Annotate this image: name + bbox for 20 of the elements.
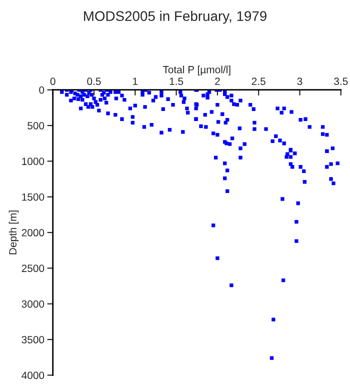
y-tick-label: 1500 [22, 193, 44, 201]
x-tick-label: 2 [215, 78, 220, 85]
chart-title: MODS2005 in February, 1979 [84, 10, 266, 24]
y-tick-label: 2500 [22, 264, 44, 272]
x-tick-label: 1.5 [170, 78, 184, 86]
y-tick-label: 4000 [22, 372, 44, 380]
x-tick-label: 0.5 [87, 78, 101, 86]
x-tick-label: 3 [297, 78, 302, 86]
y-tick-label: 3500 [22, 336, 44, 344]
x-tick-label: 1 [133, 78, 138, 85]
y-axis-title: Depth [m] [8, 210, 19, 254]
x-tick-label: 2.5 [252, 78, 266, 86]
y-tick-label: 3000 [22, 300, 44, 308]
x-axis-title: Total P [µmol/l] [162, 66, 230, 76]
x-tick-label: 3.5 [334, 78, 348, 86]
y-tick-label: 1000 [22, 158, 44, 166]
x-tick-label: 0 [50, 78, 56, 86]
y-tick-label: 0 [39, 86, 44, 94]
y-tick-label: 2000 [22, 229, 44, 236]
y-tick-label: 500 [28, 122, 44, 130]
